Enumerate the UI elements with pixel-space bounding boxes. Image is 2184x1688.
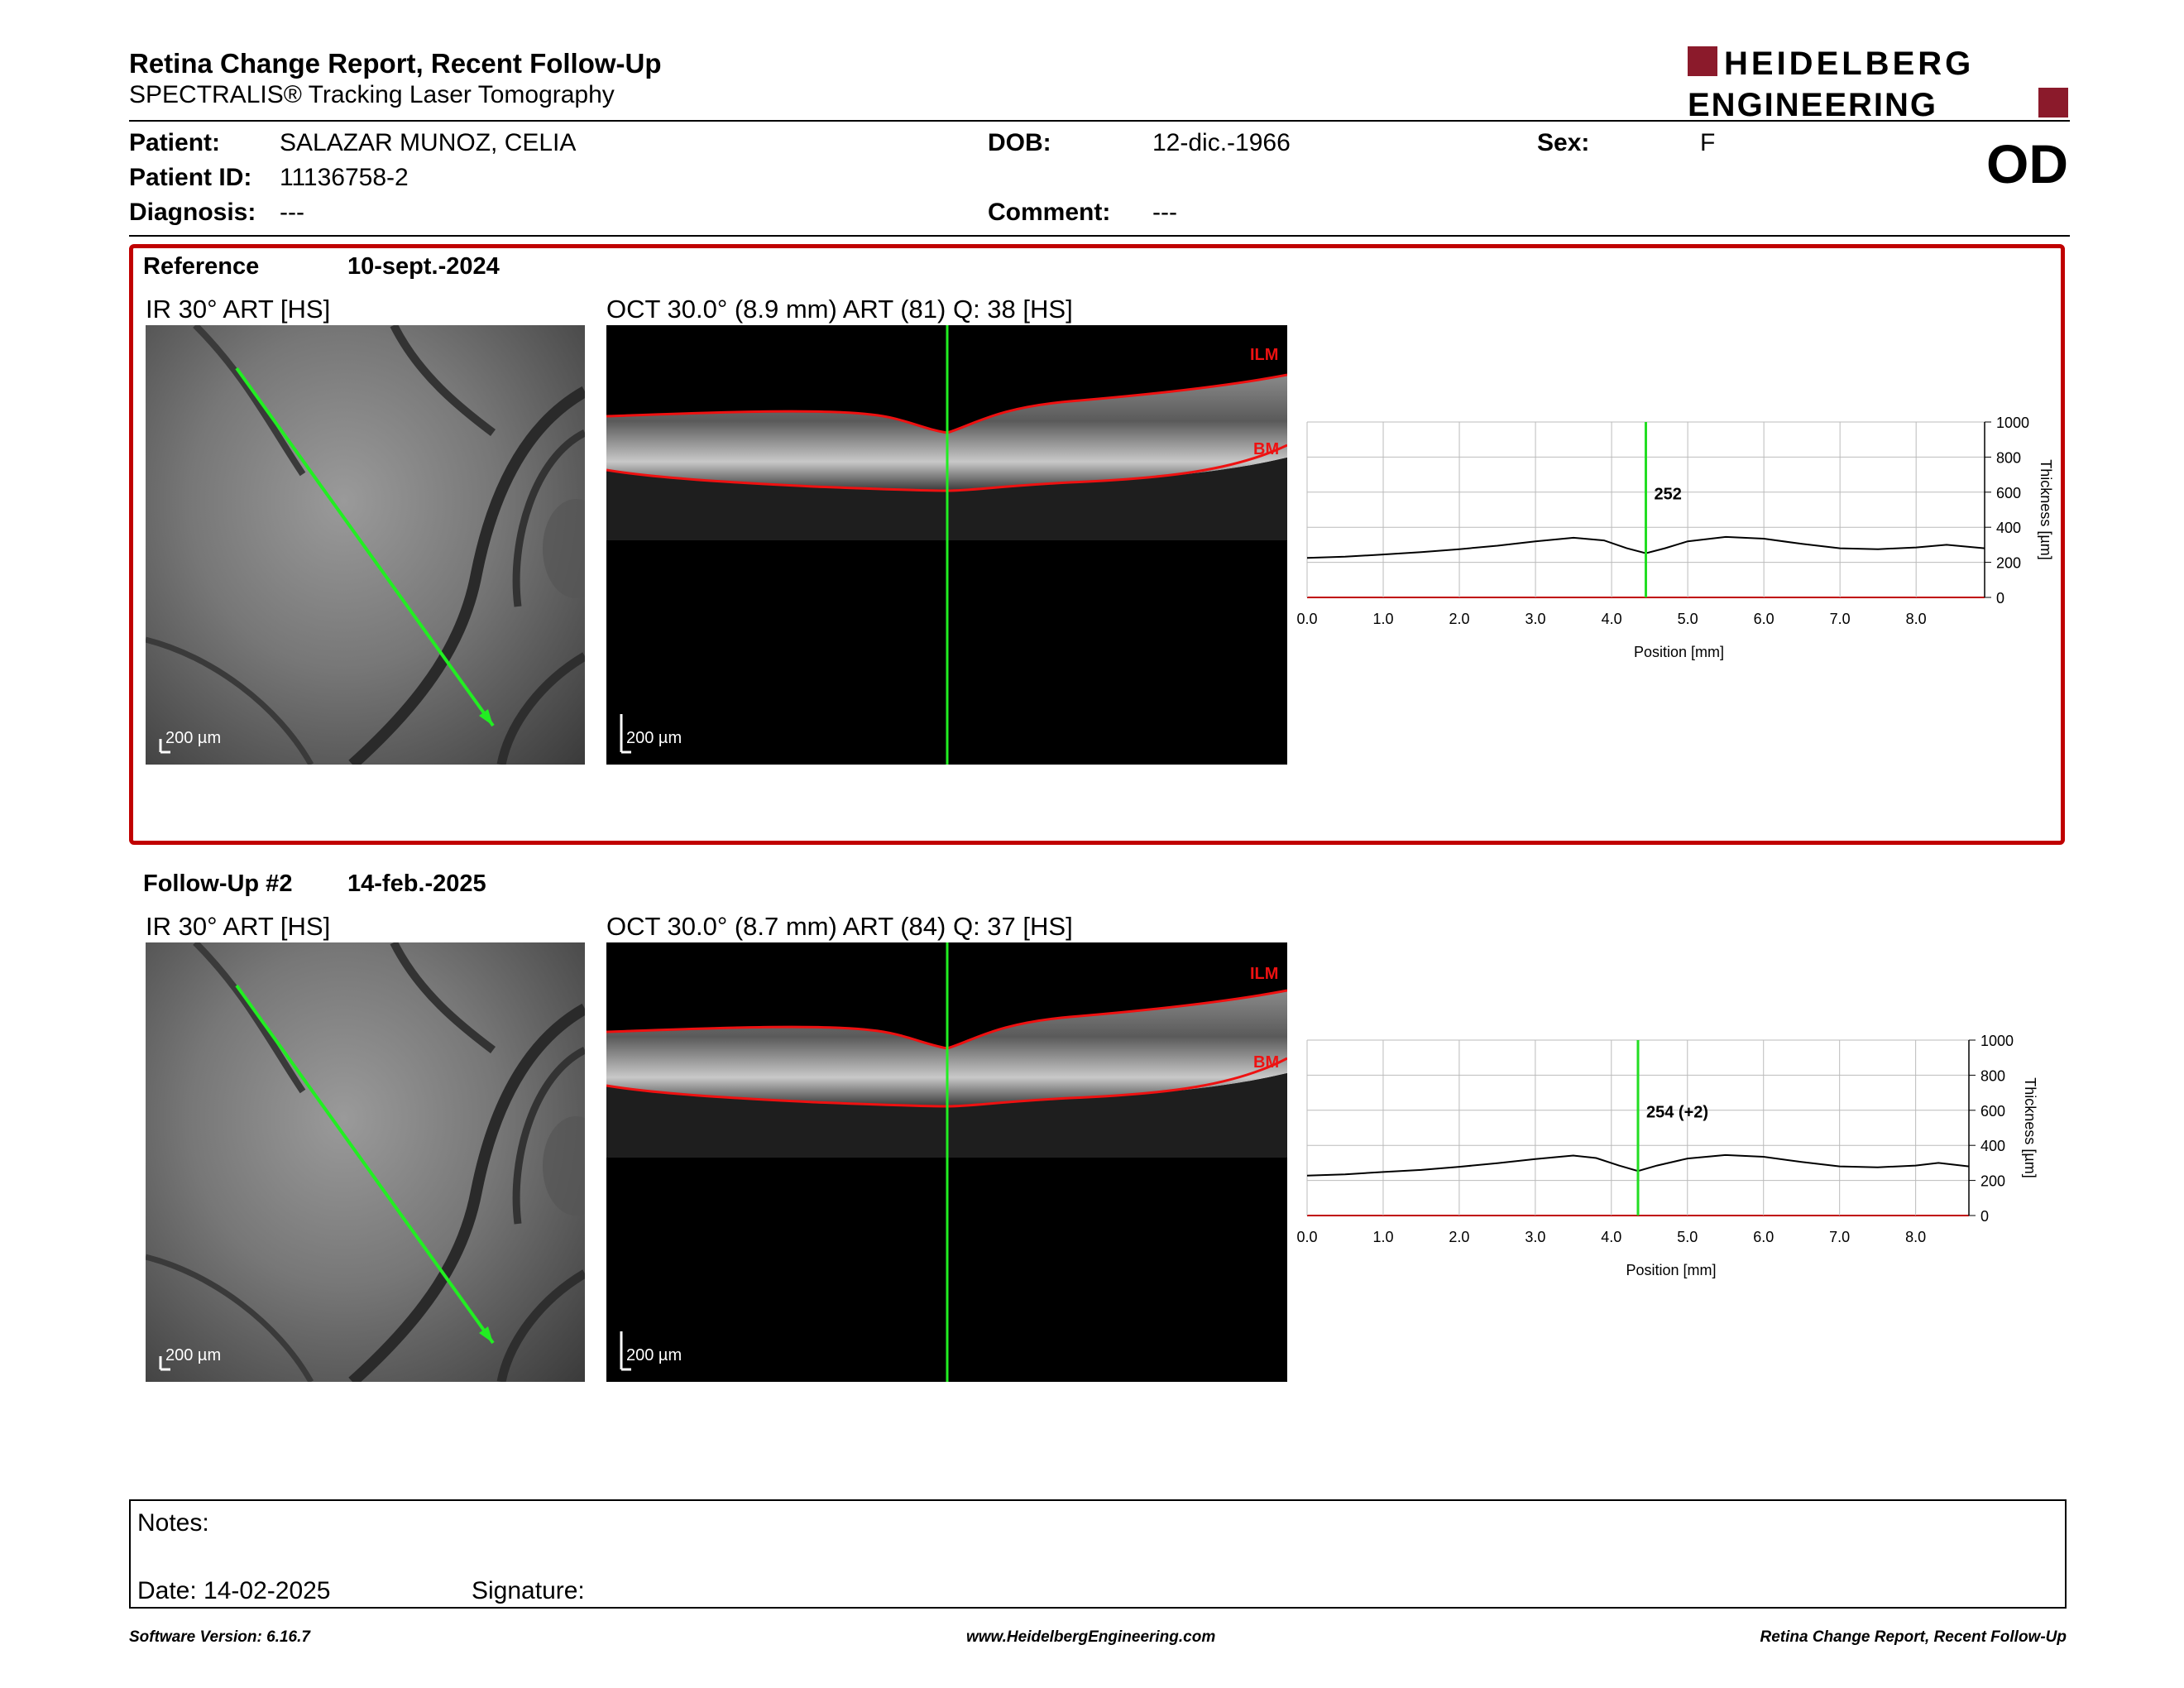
fu-oct-scan[interactable]: ILM BM 200 µm xyxy=(606,942,1287,1382)
sex-value: F xyxy=(1700,129,1716,156)
svg-text:BM: BM xyxy=(1253,440,1279,458)
fu-ir-label: IR 30° ART [HS] xyxy=(146,912,331,941)
ref-oct-scale: 200 µm xyxy=(626,729,682,747)
header-divider xyxy=(129,120,2070,122)
y-tick-label: 1000 xyxy=(1996,415,2029,431)
patient-id-label: Patient ID: xyxy=(129,164,252,191)
reference-date: 10-sept.-2024 xyxy=(347,253,500,280)
ref-oct-bscan: ILM BM xyxy=(606,325,1287,765)
followup-label: Follow-Up #2 xyxy=(143,870,293,897)
x-tick-label: 3.0 xyxy=(1525,611,1546,627)
y-tick-label: 800 xyxy=(1996,449,2021,466)
svg-text:ILM: ILM xyxy=(1250,965,1278,983)
x-tick-label: 7.0 xyxy=(1829,1229,1850,1245)
fu-ir-image[interactable]: 200 µm xyxy=(146,942,585,1382)
x-tick-label: 1.0 xyxy=(1373,611,1394,627)
ref-ir-label: IR 30° ART [HS] xyxy=(146,295,331,324)
ref-ir-image[interactable]: 200 µm xyxy=(146,325,585,765)
y-tick-label: 600 xyxy=(1980,1103,2005,1120)
x-tick-label: 2.0 xyxy=(1449,1229,1469,1245)
software-version: Software Version: 6.16.7 xyxy=(129,1628,310,1646)
y-tick-label: 800 xyxy=(1980,1067,2005,1084)
fu-fundus-vessels xyxy=(146,942,585,1382)
fu-oct-bscan: ILM BM xyxy=(606,942,1287,1382)
ref-oct-label: OCT 30.0° (8.9 mm) ART (81) Q: 38 [HS] xyxy=(606,295,1073,324)
patient-name: SALAZAR MUNOZ, CELIA xyxy=(280,129,577,156)
fu-ir-scale: 200 µm xyxy=(165,1346,222,1364)
followup-date: 14-feb.-2025 xyxy=(347,870,486,897)
x-tick-label: 3.0 xyxy=(1525,1229,1545,1245)
patient-label: Patient: xyxy=(129,129,221,156)
dob-value: 12-dic.-1966 xyxy=(1152,129,1291,156)
dob-label: DOB: xyxy=(988,129,1051,156)
x-tick-label: 6.0 xyxy=(1754,611,1774,627)
notes-box[interactable]: Notes: Date: 14-02-2025 Signature: xyxy=(129,1499,2067,1609)
y-tick-label: 400 xyxy=(1980,1138,2005,1154)
svg-text:ENGINEERING: ENGINEERING xyxy=(1688,87,1937,119)
signature-label: Signature: xyxy=(472,1577,585,1604)
svg-text:BM: BM xyxy=(1253,1053,1279,1072)
x-tick-label: 1.0 xyxy=(1372,1229,1393,1245)
x-tick-label: 5.0 xyxy=(1678,611,1698,627)
svg-text:ILM: ILM xyxy=(1250,346,1278,364)
diagnosis-label: Diagnosis: xyxy=(129,199,256,226)
y-tick-label: 0 xyxy=(1980,1208,1989,1225)
x-tick-label: 2.0 xyxy=(1449,611,1470,627)
notes-label: Notes: xyxy=(137,1509,209,1537)
y-axis-label: Thickness [µm] xyxy=(2022,1077,2038,1177)
ref-ir-scale: 200 µm xyxy=(165,729,222,747)
reference-frame xyxy=(129,244,2065,845)
y-tick-label: 200 xyxy=(1980,1173,2005,1190)
x-tick-label: 0.0 xyxy=(1296,1229,1317,1245)
patient-id: 11136758-2 xyxy=(280,164,409,191)
report-title: Retina Change Report, Recent Follow-Up xyxy=(129,48,662,79)
ref-thickness-chart: 0 200 400 600 800 1000 0.0 1.0 2.0 3.0 4.0 5.0 6.0 7.… xyxy=(1296,415,2054,660)
comment-label: Comment: xyxy=(988,199,1111,226)
x-tick-label: 8.0 xyxy=(1906,611,1927,627)
ref-oct-scan[interactable]: ILM BM 200 µm xyxy=(606,325,1287,765)
report-subtitle: SPECTRALIS® Tracking Laser Tomography xyxy=(129,81,615,108)
x-tick-label: 7.0 xyxy=(1830,611,1851,627)
ref-fundus-vessels xyxy=(146,325,585,765)
x-tick-label: 4.0 xyxy=(1601,1229,1621,1245)
fu-thickness-chart: 0 200 400 600 800 1000 0.0 1.0 2.0 3.0 4.0 5.0 6.0 7.… xyxy=(1296,1033,2038,1278)
y-axis-label: Thickness [µm] xyxy=(2038,459,2054,559)
notes-date: Date: 14-02-2025 xyxy=(137,1577,331,1604)
sex-label: Sex: xyxy=(1537,129,1590,156)
eye-indicator: OD xyxy=(1986,133,2068,194)
footer-report-name: Retina Change Report, Recent Follow-Up xyxy=(1760,1628,2067,1646)
comment-value: --- xyxy=(1152,199,1177,226)
x-tick-label: 6.0 xyxy=(1753,1229,1774,1245)
diagnosis-value: --- xyxy=(280,199,304,226)
x-tick-label: 4.0 xyxy=(1602,611,1622,627)
x-axis-label: Position [mm] xyxy=(1634,644,1724,660)
x-tick-label: 5.0 xyxy=(1677,1229,1698,1245)
reference-label: Reference xyxy=(143,253,260,280)
x-tick-label: 8.0 xyxy=(1905,1229,1926,1245)
y-tick-label: 1000 xyxy=(1980,1033,2014,1049)
x-axis-label: Position [mm] xyxy=(1626,1262,1716,1278)
x-tick-label: 0.0 xyxy=(1296,611,1317,627)
fu-oct-label: OCT 30.0° (8.7 mm) ART (84) Q: 37 [HS] xyxy=(606,912,1073,941)
y-tick-label: 0 xyxy=(1996,590,2004,607)
patient-divider xyxy=(129,235,2070,237)
y-tick-label: 600 xyxy=(1996,485,2021,501)
cursor-value-label: 252 xyxy=(1655,485,1682,503)
website: www.HeidelbergEngineering.com xyxy=(966,1628,1216,1646)
y-tick-label: 200 xyxy=(1996,555,2021,572)
fu-oct-scale: 200 µm xyxy=(626,1346,682,1364)
heidelberg-logo: HEIDELBERG ENGINEERING xyxy=(1688,46,2068,119)
cursor-value-label: 254 (+2) xyxy=(1646,1103,1708,1121)
y-tick-label: 400 xyxy=(1996,520,2021,536)
svg-text:HEIDELBERG: HEIDELBERG xyxy=(1724,46,1974,82)
